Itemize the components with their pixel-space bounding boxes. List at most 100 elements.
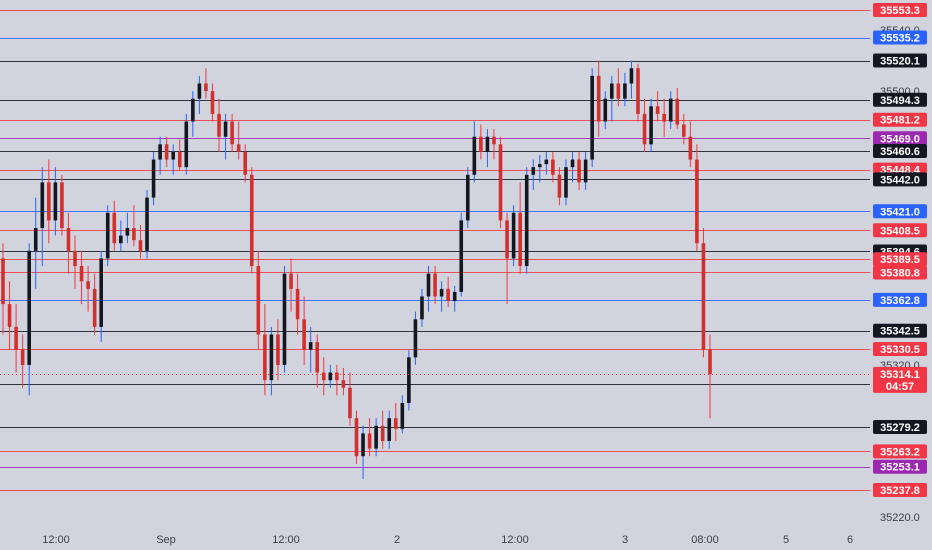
candle-body-26: [171, 151, 176, 160]
candle-body-37: [243, 151, 248, 175]
level-label-6: 35460.6: [880, 146, 920, 158]
candle-body-51: [335, 372, 339, 381]
candle-body-82: [537, 164, 542, 168]
candle-body-84: [551, 159, 555, 175]
candle-body-1: [7, 304, 12, 327]
candle-body-41: [269, 334, 274, 381]
x-tick-label-4: 12:00: [501, 534, 529, 546]
candle-body-38: [249, 174, 254, 267]
candle-body-99: [649, 106, 653, 145]
candle-body-102: [668, 98, 673, 122]
candle-body-21: [138, 240, 143, 251]
countdown-label: 04:57: [886, 381, 914, 393]
candle-body-89: [583, 159, 588, 183]
candle-body-48: [315, 342, 320, 373]
candle-body-19: [125, 228, 130, 236]
candle-body-18: [119, 235, 123, 244]
candle-body-73: [479, 136, 483, 152]
current-price-box: [873, 366, 927, 393]
candle-body-63: [413, 319, 418, 358]
candle-body-86: [564, 167, 568, 198]
candle-body-94: [616, 83, 621, 99]
candle-body-70: [459, 220, 464, 292]
level-label-box-10: [873, 223, 927, 238]
candle-body-25: [164, 144, 169, 160]
level-label-box-4: [873, 112, 927, 127]
level-label-box-8: [873, 172, 927, 187]
level-label-0: 35553.3: [880, 5, 920, 17]
candle-body-107: [701, 243, 706, 350]
x-tick-label-7: 5: [783, 534, 789, 546]
candle-body-40: [263, 334, 267, 381]
candle-body-77: [505, 220, 509, 259]
candle-body-85: [557, 174, 562, 198]
candle-body-103: [675, 98, 680, 125]
candle-body-39: [256, 266, 261, 335]
level-label-box-19: [873, 444, 927, 459]
candle-body-24: [158, 144, 162, 160]
candle-body-80: [524, 174, 529, 267]
candle-body-3: [20, 349, 25, 365]
candle-body-23: [151, 159, 156, 198]
candles: [1, 60, 712, 480]
candle-body-95: [623, 83, 627, 99]
candle-body-49: [321, 372, 326, 381]
level-label-9: 35421.0: [880, 206, 920, 218]
level-label-box-1: [873, 30, 927, 45]
level-label-box-12: [873, 252, 927, 267]
candle-body-66: [433, 273, 437, 297]
candle-body-42: [276, 334, 280, 365]
candle-body-11: [73, 250, 77, 267]
candle-body-44: [289, 273, 293, 289]
candle-body-62: [407, 357, 411, 403]
level-label-3: 35494.3: [880, 95, 920, 107]
level-label-box-16: [873, 341, 927, 356]
candle-body-104: [682, 124, 686, 137]
candle-body-87: [570, 159, 575, 168]
candle-body-91: [596, 75, 601, 122]
level-label-12: 35389.5: [880, 254, 920, 266]
candle-body-45: [295, 288, 300, 320]
candle-body-7: [47, 182, 51, 221]
level-label-box-2: [873, 53, 927, 68]
candle-body-53: [348, 387, 352, 419]
candle-body-72: [472, 136, 477, 175]
level-label-box-14: [873, 292, 927, 307]
level-label-16: 35330.5: [880, 344, 920, 356]
x-tick-label-8: 6: [847, 534, 853, 546]
candle-body-29: [191, 98, 195, 122]
candle-body-22: [145, 197, 149, 251]
candle-body-52: [341, 380, 346, 388]
x-tick-label-2: 12:00: [272, 534, 300, 546]
level-labels: 35553.3 35535.2 35520.1 35494.3 35481.2 35469…: [873, 3, 927, 497]
candle-body-64: [420, 296, 424, 320]
y-tick-label-0: 35220.0: [880, 512, 920, 524]
candle-body-34: [223, 121, 228, 137]
candle-body-71: [465, 174, 470, 221]
candle-body-101: [662, 113, 666, 122]
level-label-box-20: [873, 459, 927, 474]
candle-body-28: [184, 121, 189, 168]
candle-body-54: [354, 418, 359, 457]
candle-body-35: [230, 121, 234, 145]
candle-body-55: [361, 433, 365, 457]
level-label-5: 35469.0: [880, 133, 920, 145]
candle-body-31: [204, 83, 208, 92]
x-axis[interactable]: 12:00 Sep 12:00 2 12:00 3 08:00 5 6: [42, 534, 853, 546]
candle-body-108: [708, 349, 712, 375]
level-label-box-6: [873, 144, 927, 159]
candle-body-58: [380, 425, 385, 442]
candle-body-17: [112, 212, 117, 244]
candle-body-56: [367, 433, 372, 449]
candle-body-74: [485, 136, 490, 152]
candle-body-6: [40, 182, 45, 229]
level-label-2: 35520.1: [880, 56, 920, 68]
level-label-21: 35237.8: [880, 485, 920, 497]
candle-body-14: [92, 288, 97, 327]
x-tick-label-6: 08:00: [691, 534, 719, 546]
level-label-15: 35342.5: [880, 326, 920, 338]
candle-body-0: [1, 258, 5, 305]
